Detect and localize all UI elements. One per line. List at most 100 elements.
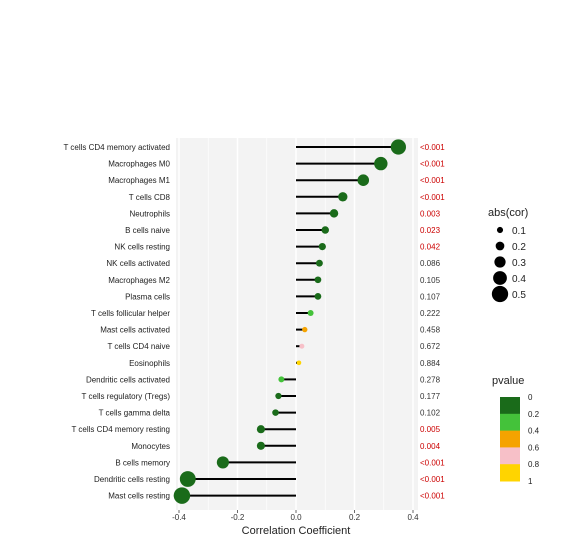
x-tick-label: -0.2: [231, 513, 245, 522]
lollipop-point: [321, 226, 329, 234]
lollipop-row: Monocytes 0.004: [131, 441, 441, 451]
lollipop-row: Macrophages M0 <0.001: [108, 156, 445, 171]
lollipop-point: [318, 243, 326, 251]
pvalue-label: 0.004: [420, 442, 441, 451]
lollipop-point: [374, 156, 388, 171]
data-rows: T cells CD4 memory activated <0.001Macrop…: [63, 139, 445, 504]
size-legend-title: abs(cor): [488, 207, 528, 219]
lollipop-point: [256, 441, 265, 450]
size-legend-key: [495, 241, 505, 251]
category-label: NK cells resting: [114, 243, 170, 252]
category-label: T cells follicular helper: [91, 309, 170, 318]
x-tick-label: 0.4: [407, 513, 419, 522]
lollipop-point: [314, 293, 322, 300]
pvalue-label: 0.105: [420, 276, 441, 285]
category-label: B cells naive: [125, 226, 170, 235]
lollipop-point: [275, 392, 282, 400]
lollipop-point: [256, 425, 265, 434]
pvalue-label: 0.672: [420, 342, 441, 351]
lollipop-row: B cells naive 0.023: [125, 226, 440, 235]
pvalue-label: 0.042: [420, 243, 441, 252]
color-legend-label: 1: [528, 477, 533, 486]
lollipop-point: [302, 326, 308, 333]
lollipop-row: B cells memory <0.001: [115, 456, 445, 469]
size-legend-key: [494, 256, 506, 268]
lollipop-point: [390, 139, 406, 155]
lollipop-row: NK cells activated 0.086: [106, 259, 440, 268]
color-legend-title: pvalue: [492, 375, 524, 387]
size-legend-label: 0.4: [512, 274, 526, 285]
lollipop-row: T cells gamma delta 0.102: [99, 409, 441, 418]
x-tick-label: 0.2: [349, 513, 361, 522]
size-legend-label: 0.5: [512, 290, 526, 301]
pvalue-label: <0.001: [420, 143, 445, 152]
pvalue-label: <0.001: [420, 492, 445, 501]
category-label: Plasma cells: [125, 292, 170, 301]
category-label: T cells regulatory (Tregs): [82, 392, 171, 401]
lollipop-point: [173, 487, 191, 504]
pvalue-label: 0.278: [420, 375, 441, 384]
category-label: Dendritic cells resting: [94, 475, 170, 484]
lollipop-row: Macrophages M1 <0.001: [108, 174, 445, 186]
color-legend-label: 0.6: [528, 443, 540, 452]
lollipop-row: NK cells resting 0.042: [114, 243, 440, 252]
pvalue-label: 0.102: [420, 409, 441, 418]
color-legend-bin: [500, 430, 520, 448]
lollipop-row: Mast cells resting <0.001: [108, 487, 445, 504]
size-legend: abs(cor) 0.1 0.2 0.3 0.4 0.5: [488, 207, 528, 303]
lollipop-point: [179, 471, 196, 487]
color-legend-label: 0.2: [528, 410, 540, 419]
pvalue-label: 0.086: [420, 259, 441, 268]
category-label: T cells CD4 naive: [107, 342, 170, 351]
category-label: T cells gamma delta: [99, 409, 171, 418]
x-axis-title: Correlation Coefficient: [242, 525, 351, 537]
color-legend-bin: [500, 413, 520, 432]
lollipop-point: [216, 456, 229, 469]
pvalue-label: <0.001: [420, 176, 445, 185]
category-label: Mast cells resting: [108, 492, 170, 501]
category-label: Mast cells activated: [100, 326, 170, 335]
x-axis: -0.4 -0.2 0.0 0.2 0.4: [172, 510, 419, 522]
size-legend-label: 0.1: [512, 226, 526, 237]
plot-panel: [176, 138, 418, 510]
size-legend-key: [496, 226, 504, 234]
pvalue-label: 0.005: [420, 425, 441, 434]
pvalue-label: 0.884: [420, 359, 441, 368]
pvalue-label: <0.001: [420, 475, 445, 484]
lollipop-point: [329, 209, 339, 218]
lollipop-row: T cells CD4 memory resting 0.005: [71, 425, 441, 434]
lollipop-row: T cells CD8 <0.001: [129, 192, 445, 202]
pvalue-label: <0.001: [420, 193, 445, 202]
category-label: Dendritic cells activated: [86, 375, 170, 384]
lollipop-point: [315, 259, 323, 267]
category-label: Monocytes: [131, 442, 170, 451]
category-label: Neutrophils: [130, 209, 170, 218]
lollipop-row: Dendritic cells resting <0.001: [94, 471, 445, 487]
pvalue-label: 0.458: [420, 326, 441, 335]
size-legend-key: [493, 271, 507, 285]
pvalue-label: 0.003: [420, 209, 441, 218]
category-label: T cells CD8: [129, 193, 171, 202]
color-legend: pvalue 0 0.2 0.4 0.6 0.8 1: [492, 375, 540, 486]
category-label: T cells CD4 memory resting: [71, 425, 170, 434]
pvalue-label: <0.001: [420, 160, 445, 169]
color-legend-bin: [500, 464, 520, 482]
lollipop-row: T cells follicular helper 0.222: [91, 309, 441, 318]
pvalue-label: 0.177: [420, 392, 441, 401]
lollipop-row: T cells regulatory (Tregs) 0.177: [82, 392, 441, 401]
pvalue-label: 0.222: [420, 309, 441, 318]
size-legend-label: 0.2: [512, 242, 526, 253]
grid-lines: [178, 138, 414, 510]
category-label: Eosinophils: [129, 359, 170, 368]
lollipop-point: [307, 310, 314, 316]
lollipop-row: Plasma cells 0.107: [125, 292, 440, 301]
size-legend-key: [491, 285, 509, 303]
category-label: Macrophages M0: [108, 160, 170, 169]
x-tick-label: 0.0: [290, 513, 302, 522]
category-label: Macrophages M2: [108, 276, 170, 285]
lollipop-point: [357, 174, 370, 186]
lollipop-row: Dendritic cells activated 0.278: [86, 375, 441, 384]
lollipop-row: T cells CD4 naive 0.672: [107, 342, 440, 351]
color-legend-label: 0.4: [528, 427, 540, 436]
lollipop-point: [299, 343, 305, 349]
